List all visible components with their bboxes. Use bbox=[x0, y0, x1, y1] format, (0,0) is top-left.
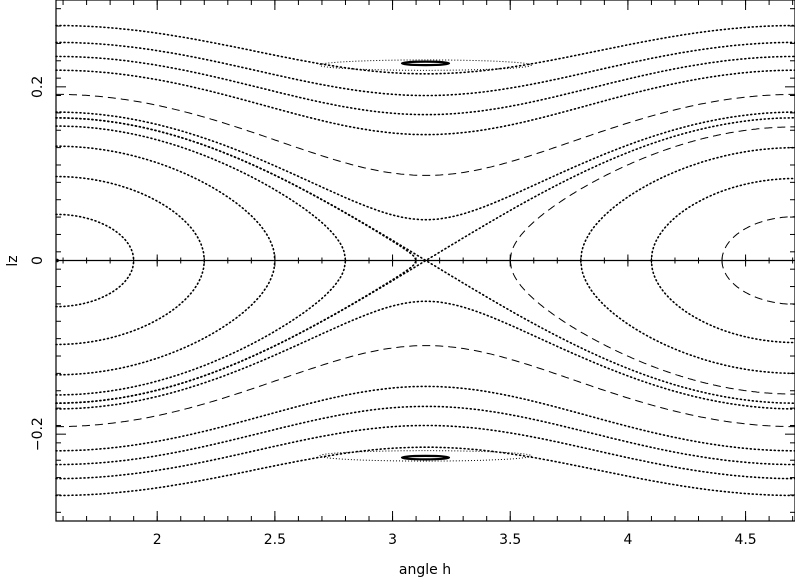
libration-orbit-3-lower bbox=[55, 259, 276, 376]
chart-curves bbox=[55, 24, 795, 497]
x-tick-label-3: 3.5 bbox=[499, 532, 521, 548]
libration-orbit-4-upper bbox=[55, 125, 347, 262]
island-3 bbox=[400, 454, 451, 461]
circulation-orbit-2-upper bbox=[55, 69, 795, 136]
x-tick-label-1: 2.5 bbox=[264, 532, 286, 548]
libration-orbit-3-upper bbox=[55, 145, 276, 262]
separatrix-upper bbox=[55, 117, 795, 262]
separatrix-lower bbox=[55, 259, 795, 404]
libration-orbit-6-lower bbox=[509, 260, 795, 395]
circulation-orbit-1-lower bbox=[56, 345, 795, 428]
circulation-orbit-2-lower bbox=[55, 385, 795, 452]
circulation-orbit-1-upper bbox=[56, 93, 795, 176]
y-tick-label-0: −0.2 bbox=[30, 417, 46, 451]
y-tick-label-1: 0 bbox=[30, 256, 46, 265]
circulation-orbit-4-lower bbox=[55, 424, 795, 480]
libration-orbit-6-upper bbox=[509, 126, 795, 261]
libration-orbit-2-upper bbox=[55, 175, 206, 262]
circulation-orbit-4-upper bbox=[55, 41, 795, 97]
libration-orbit-9-upper bbox=[721, 216, 795, 261]
x-tick-label-4: 4 bbox=[623, 532, 632, 548]
libration-orbit-7-lower bbox=[580, 259, 795, 375]
libration-orbit-9-lower bbox=[721, 260, 795, 305]
libration-orbit-5-upper bbox=[55, 117, 417, 262]
libration-orbit-2-lower bbox=[55, 259, 206, 346]
libration-orbit-5-lower bbox=[55, 259, 417, 404]
circulation-orbit-5-lower bbox=[55, 446, 795, 497]
libration-orbit-1-lower bbox=[55, 259, 135, 308]
island-1 bbox=[400, 60, 451, 67]
y-axis-label: lz bbox=[5, 255, 21, 266]
circulation-orbit-0-upper bbox=[55, 111, 795, 221]
y-tick-label-2: 0.2 bbox=[30, 76, 46, 98]
libration-orbit-1-upper bbox=[55, 213, 135, 262]
libration-orbit-7-upper bbox=[580, 146, 795, 262]
y-tick-labels: −0.2 0 0.2 bbox=[30, 76, 46, 451]
tick-marks bbox=[56, 0, 795, 521]
island-2 bbox=[319, 450, 532, 462]
libration-orbit-8-lower bbox=[650, 259, 795, 344]
x-tick-label-0: 2 bbox=[153, 532, 162, 548]
island-0 bbox=[319, 59, 532, 71]
circulation-orbit-0-lower bbox=[55, 300, 795, 410]
x-tick-labels: 2 2.5 3 3.5 4 4.5 bbox=[153, 532, 757, 548]
libration-orbit-4-lower bbox=[55, 259, 347, 396]
circulation-orbit-3-upper bbox=[55, 55, 795, 116]
x-axis-label: angle h bbox=[399, 562, 451, 578]
circulation-orbit-5-upper bbox=[55, 24, 795, 75]
x-tick-label-5: 4.5 bbox=[734, 532, 756, 548]
libration-orbit-8-upper bbox=[650, 177, 795, 262]
circulation-orbit-3-lower bbox=[55, 405, 795, 466]
x-tick-label-2: 3 bbox=[388, 532, 397, 548]
